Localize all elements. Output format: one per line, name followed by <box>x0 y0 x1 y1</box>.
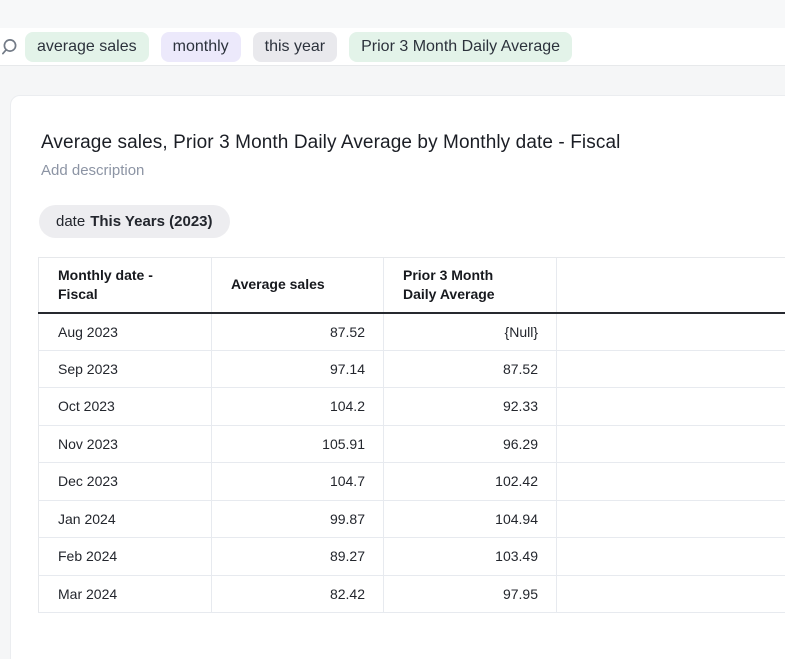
search-token[interactable]: Prior 3 Month Daily Average <box>349 32 572 62</box>
column-header[interactable]: Average sales <box>212 258 384 313</box>
search-token[interactable]: average sales <box>25 32 149 62</box>
value-cell: 92.33 <box>384 388 557 426</box>
empty-cell <box>557 350 785 388</box>
answer-card: Average sales, Prior 3 Month Daily Avera… <box>10 95 785 659</box>
value-cell: 97.95 <box>384 575 557 613</box>
table-row: Dec 2023104.7102.42 <box>39 463 785 501</box>
value-cell: 104.94 <box>384 500 557 538</box>
value-cell: 82.42 <box>212 575 384 613</box>
date-cell: Sep 2023 <box>39 350 212 388</box>
empty-cell <box>557 313 785 351</box>
value-cell: 105.91 <box>212 425 384 463</box>
results-table-container: Monthly date - FiscalAverage salesPrior … <box>38 257 785 613</box>
date-cell: Aug 2023 <box>39 313 212 351</box>
date-cell: Jan 2024 <box>39 500 212 538</box>
value-cell: 89.27 <box>212 538 384 576</box>
date-cell: Feb 2024 <box>39 538 212 576</box>
column-header[interactable]: Monthly date - Fiscal <box>39 258 212 313</box>
search-token-list: average sales monthly this year Prior 3 Mon… <box>25 32 572 62</box>
date-cell: Oct 2023 <box>39 388 212 426</box>
empty-cell <box>557 575 785 613</box>
table-row: Nov 2023105.9196.29 <box>39 425 785 463</box>
table-row: Aug 202387.52{Null} <box>39 313 785 351</box>
table-row: Mar 202482.4297.95 <box>39 575 785 613</box>
value-cell: {Null} <box>384 313 557 351</box>
empty-cell <box>557 425 785 463</box>
search-icon <box>2 38 20 56</box>
table-row: Feb 202489.27103.49 <box>39 538 785 576</box>
table-row: Sep 202397.1487.52 <box>39 350 785 388</box>
value-cell: 104.2 <box>212 388 384 426</box>
value-cell: 103.49 <box>384 538 557 576</box>
empty-cell <box>557 388 785 426</box>
column-header[interactable]: Prior 3 Month Daily Average <box>384 258 557 313</box>
table-row: Oct 2023104.292.33 <box>39 388 785 426</box>
value-cell: 97.14 <box>212 350 384 388</box>
search-token[interactable]: monthly <box>161 32 241 62</box>
value-cell: 87.52 <box>384 350 557 388</box>
value-cell: 96.29 <box>384 425 557 463</box>
date-cell: Nov 2023 <box>39 425 212 463</box>
table-row: Jan 202499.87104.94 <box>39 500 785 538</box>
empty-cell <box>557 463 785 501</box>
value-cell: 87.52 <box>212 313 384 351</box>
empty-cell <box>557 538 785 576</box>
date-cell: Dec 2023 <box>39 463 212 501</box>
date-cell: Mar 2024 <box>39 575 212 613</box>
search-token[interactable]: this year <box>253 32 337 62</box>
value-cell: 104.7 <box>212 463 384 501</box>
window-top-strip <box>0 0 785 28</box>
results-table: Monthly date - FiscalAverage salesPrior … <box>38 257 785 613</box>
date-filter-pill[interactable]: date This Years (2023) <box>39 205 230 238</box>
empty-cell <box>557 500 785 538</box>
search-bar[interactable]: average sales monthly this year Prior 3 Mon… <box>0 28 785 66</box>
value-cell: 99.87 <box>212 500 384 538</box>
answer-title[interactable]: Average sales, Prior 3 Month Daily Avera… <box>41 132 785 154</box>
add-description-link[interactable]: Add description <box>41 162 785 179</box>
filter-prefix-label: date <box>56 213 85 230</box>
value-cell: 102.42 <box>384 463 557 501</box>
table-header-row: Monthly date - FiscalAverage salesPrior … <box>39 258 785 313</box>
column-header-empty <box>557 258 785 313</box>
filter-value-label: This Years (2023) <box>90 213 212 230</box>
